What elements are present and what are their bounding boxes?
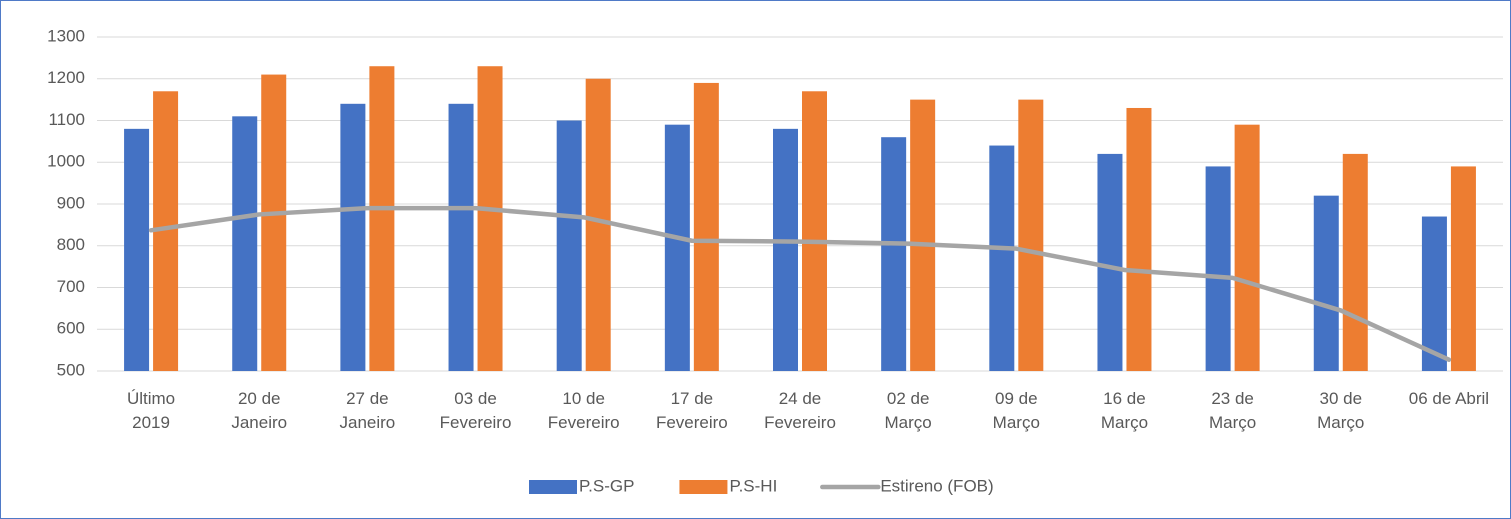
x-tick-label: 30 de Março (1317, 389, 1365, 432)
bar (1342, 153, 1368, 371)
y-tick-label: 700 (57, 277, 85, 296)
bar (1234, 124, 1260, 371)
bar (1126, 107, 1152, 371)
bar (1450, 166, 1476, 371)
line (148, 205, 1452, 362)
lines (148, 205, 1452, 362)
y-tick-label: 1100 (48, 110, 85, 129)
y-tick-label: 1200 (47, 68, 85, 87)
y-tick-label: 500 (57, 360, 85, 379)
bar (369, 66, 395, 371)
y-tick-label: 600 (57, 319, 85, 338)
bar (340, 103, 366, 372)
bar (261, 74, 287, 371)
bar (910, 99, 936, 371)
x-tick-label: 27 de Janeiro (339, 389, 396, 432)
bar (881, 137, 907, 371)
bar (1097, 153, 1123, 371)
x-tick-label: Último 2019 (126, 389, 176, 432)
y-tick-label: 1000 (47, 152, 85, 171)
bar (477, 66, 503, 371)
bar (664, 124, 690, 371)
x-tick-label: 24 de Fevereiro (764, 389, 836, 432)
bar (556, 120, 582, 371)
y-tick-label: 800 (57, 235, 85, 254)
bar (693, 82, 719, 372)
x-tick-label: 23 de Março (1208, 389, 1257, 432)
bar (448, 103, 474, 372)
bar (232, 116, 258, 371)
bars (124, 66, 1476, 372)
bar (802, 91, 827, 372)
bar (1313, 195, 1339, 371)
legend-label: Estireno (FOB) (880, 476, 993, 495)
legend-swatch (679, 480, 728, 494)
x-tick-label: 10 de Fevereiro (547, 389, 620, 432)
x-tick-label: 20 de Janeiro (231, 389, 288, 432)
bar (1018, 99, 1044, 371)
bar (773, 128, 798, 371)
bar (585, 78, 611, 371)
bar (124, 128, 150, 371)
x-tick-label: 03 de Fevereiro (439, 389, 512, 432)
bar (1205, 166, 1231, 371)
legend-label: P.S-HI (729, 476, 777, 495)
legend-swatch (529, 480, 577, 494)
bar (1421, 216, 1447, 371)
y-tick-label: 1300 (47, 26, 85, 45)
grid (97, 36, 1503, 372)
x-tick-label: 16 de Março (1100, 389, 1149, 432)
bar (989, 145, 1015, 371)
x-tick-label: 02 de Março (884, 389, 932, 432)
x-tick-label: 09 de Março (992, 389, 1040, 432)
x-tick-label: 06 de Abril (1408, 389, 1490, 408)
x-tick-label: 17 de Fevereiro (655, 389, 728, 432)
legend-label: P.S-GP (579, 476, 634, 495)
y-tick-label: 900 (57, 193, 85, 212)
